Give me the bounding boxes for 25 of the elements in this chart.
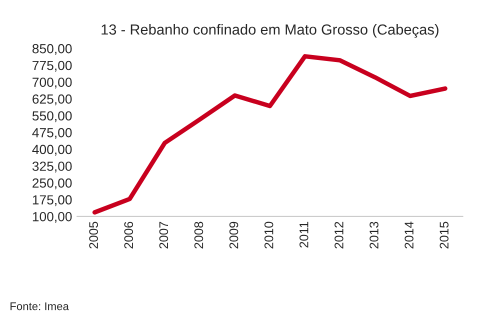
chart-title: 13 - Rebanho confinado em Mato Grosso (Cabeças) [102, 24, 438, 38]
y-tick-label: 850,00 [32, 44, 72, 55]
y-tick-label: 250,00 [32, 178, 72, 190]
x-tick-label: 2015 [440, 222, 449, 248]
x-tick-label: 2007 [159, 222, 168, 248]
x-tick-label: 2010 [264, 222, 274, 248]
x-tick-label: 2008 [194, 222, 204, 248]
x-tick-label: 2012 [334, 222, 344, 248]
y-tick-label: 475,00 [32, 128, 72, 139]
y-tick-label: 550,00 [32, 111, 72, 122]
x-tick-label: 2013 [370, 222, 378, 248]
source-note: Fonte: Imea [10, 302, 69, 310]
line-series [92, 54, 448, 215]
y-tick-label: 775,00 [32, 60, 72, 72]
y-tick-label: 700,00 [32, 78, 72, 89]
y-tick-label: 100,00 [32, 212, 72, 223]
x-tick-label: 2009 [229, 222, 238, 248]
x-tick-label: 2014 [404, 222, 414, 248]
y-tick-label: 175,00 [32, 195, 72, 206]
y-tick-label: 325,00 [32, 162, 72, 172]
y-tick-label: 400,00 [32, 144, 72, 156]
x-tick-label: 2006 [124, 222, 134, 248]
y-tick-label: 625,00 [32, 94, 72, 106]
x-tick-label: 2005 [89, 222, 98, 248]
x-tick-label: 2011 [299, 222, 308, 248]
